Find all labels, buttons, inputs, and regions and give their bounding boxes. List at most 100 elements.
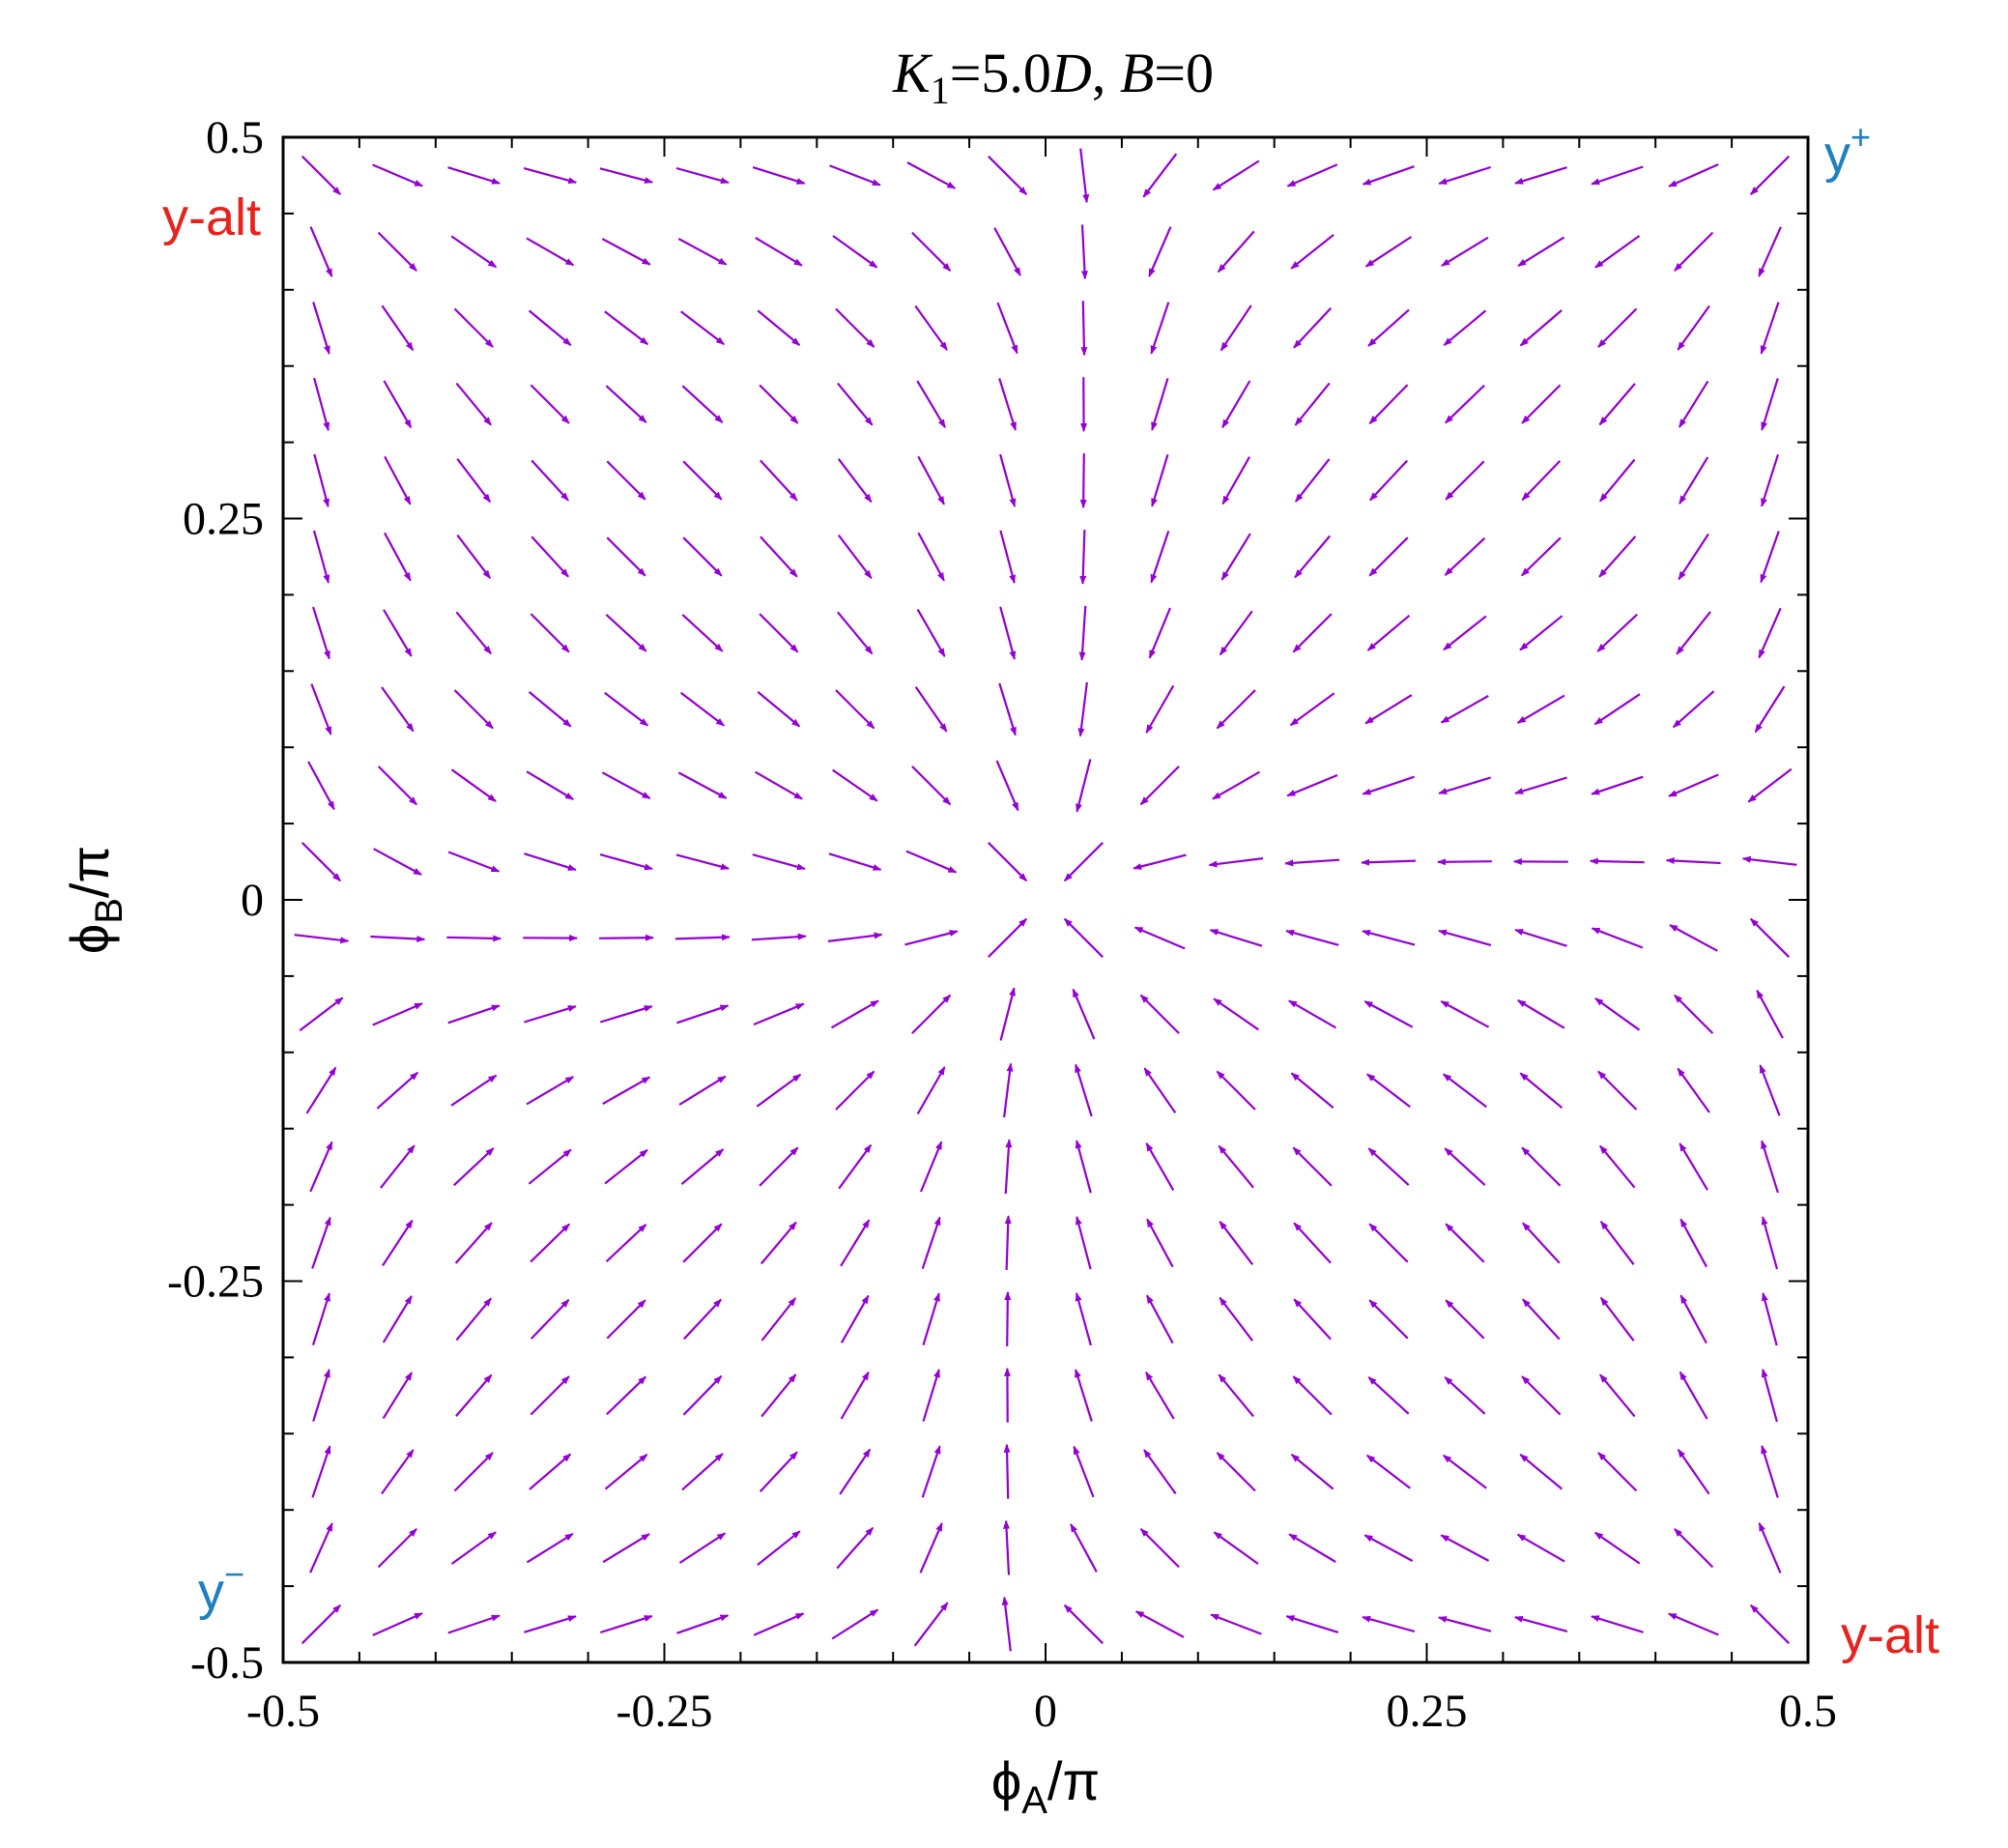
- vector-arrow: [381, 304, 415, 352]
- vector-arrow: [1285, 1615, 1339, 1633]
- vector-arrow: [916, 609, 946, 657]
- vector-arrow: [1589, 857, 1645, 865]
- vector-arrow: [1293, 1298, 1332, 1341]
- vector-arrow: [835, 1070, 875, 1111]
- vector-arrow: [1756, 989, 1784, 1039]
- vector-arrow: [1134, 1610, 1185, 1638]
- vector-arrow: [916, 380, 946, 429]
- annotation-y-minus-text: y: [198, 1563, 224, 1621]
- vector-arrow: [604, 1148, 648, 1185]
- vector-arrow: [1597, 1452, 1638, 1492]
- vector-arrow: [922, 1292, 940, 1346]
- vector-arrow: [1679, 1218, 1707, 1268]
- vector-arrow: [1292, 1146, 1333, 1187]
- vector-arrow: [1133, 926, 1186, 950]
- vector-arrow: [1761, 453, 1780, 507]
- vector-arrow: [301, 155, 341, 195]
- vector-arrow: [837, 534, 873, 579]
- vector-arrow: [921, 1216, 941, 1269]
- vector-arrow: [1289, 692, 1335, 727]
- annotation-y-alt-bottom-text: y-alt: [1841, 1606, 1939, 1664]
- vector-arrow: [1761, 1445, 1779, 1498]
- vector-arrow: [1063, 917, 1104, 958]
- vector-arrow: [310, 683, 332, 736]
- x-axis-label: ϕA/π: [991, 1750, 1100, 1822]
- vector-arrow: [450, 768, 497, 802]
- vector-arrow: [1148, 226, 1172, 277]
- vector-arrow: [1363, 1534, 1414, 1562]
- vector-arrow: [456, 458, 492, 504]
- vector-arrow: [1362, 1615, 1416, 1633]
- vector-arrow: [528, 309, 572, 346]
- vector-arrow: [1443, 309, 1487, 346]
- vector-arrow: [1079, 148, 1090, 204]
- x-tick-label: 0: [1034, 1686, 1057, 1737]
- vector-arrow: [1286, 773, 1338, 797]
- vector-arrow: [531, 459, 569, 502]
- vector-arrow: [1598, 535, 1637, 578]
- vector-arrow: [455, 1373, 493, 1417]
- vector-arrow: [911, 765, 952, 806]
- vector-arrow: [1599, 1221, 1635, 1265]
- vector-arrow: [837, 611, 874, 655]
- vector-arrow: [1591, 927, 1644, 949]
- vector-arrow: [1072, 988, 1096, 1040]
- vector-arrow: [447, 166, 501, 185]
- vector-arrow: [1209, 929, 1263, 947]
- vector-arrow: [1139, 994, 1180, 1034]
- vector-arrow: [678, 1075, 727, 1106]
- vector-arrow: [835, 307, 875, 348]
- vector-arrow: [1284, 858, 1340, 867]
- vector-arrow: [605, 1224, 647, 1263]
- vector-arrow: [312, 606, 330, 660]
- vector-arrow: [829, 164, 881, 187]
- vector-arrow: [1678, 456, 1709, 505]
- vector-arrow: [675, 166, 730, 185]
- vector-arrow: [1294, 458, 1331, 503]
- vector-arrow: [450, 235, 498, 269]
- vector-arrow: [381, 1449, 415, 1495]
- vector-arrow: [1438, 929, 1492, 946]
- vector-arrow: [1294, 382, 1331, 426]
- vector-arrow: [1516, 694, 1565, 724]
- vector-arrow: [922, 1369, 940, 1422]
- vector-arrow: [1290, 1454, 1334, 1490]
- vector-arrow: [1145, 1371, 1175, 1420]
- vector-arrow: [1143, 1067, 1177, 1113]
- vector-arrow: [1004, 1215, 1012, 1271]
- y-axis-label: ϕB/π: [59, 846, 130, 954]
- vector-arrow: [1519, 1072, 1563, 1109]
- vector-arrow: [680, 1148, 725, 1186]
- vector-arrow: [1076, 759, 1092, 813]
- vector-arrow: [1669, 924, 1718, 952]
- annotation-y-minus: y−: [198, 1554, 244, 1621]
- vector-arrow: [676, 1614, 730, 1634]
- vector-arrows: [294, 148, 1797, 1652]
- vector-arrow: [1286, 163, 1338, 188]
- vector-arrow: [383, 609, 413, 657]
- vector-arrow: [753, 1612, 805, 1636]
- vector-arrow: [1290, 1072, 1334, 1109]
- vector-arrow: [674, 934, 731, 941]
- vector-arrow: [1288, 999, 1336, 1029]
- vector-arrow: [456, 534, 492, 579]
- vector-arrow: [1761, 1140, 1779, 1194]
- vector-arrow: [1075, 1292, 1092, 1346]
- vector-arrow: [599, 1005, 653, 1024]
- vector-arrow: [832, 768, 878, 802]
- vector-arrow: [1364, 694, 1413, 725]
- vector-arrow: [1292, 1375, 1333, 1416]
- x-axis-label-base: ϕ: [991, 1750, 1021, 1811]
- vector-arrow: [1674, 1528, 1714, 1569]
- vector-arrow: [447, 1004, 501, 1025]
- vector-arrow: [1599, 1373, 1636, 1418]
- vector-arrow: [1750, 155, 1791, 195]
- vector-arrow: [602, 1533, 650, 1564]
- chart-title: K1=5.0D, B=0: [892, 42, 1214, 112]
- vector-arrow: [751, 933, 807, 941]
- vector-arrow: [604, 310, 649, 346]
- vector-arrow: [307, 761, 335, 811]
- vector-arrow: [381, 686, 415, 733]
- vector-arrow: [1521, 536, 1562, 577]
